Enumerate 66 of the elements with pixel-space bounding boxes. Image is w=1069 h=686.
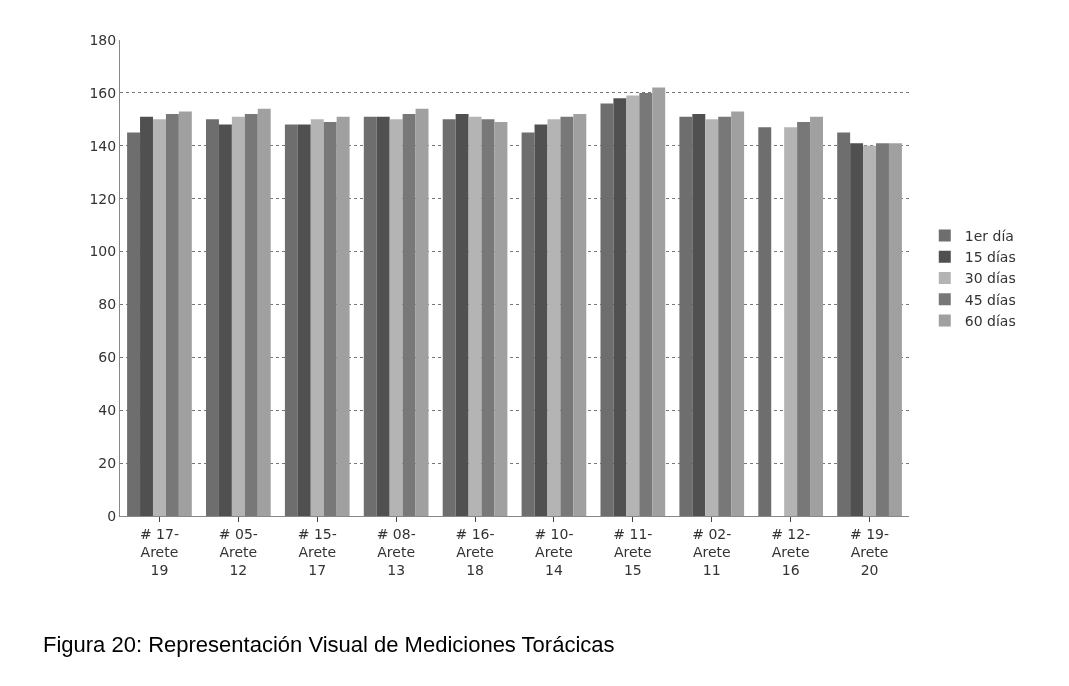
x-tick-label: # 15- Arete 17 bbox=[297, 525, 337, 579]
bar bbox=[784, 127, 798, 516]
legend-label: 15 días bbox=[964, 249, 1016, 266]
y-tick-label: 180 bbox=[89, 31, 117, 48]
bar bbox=[626, 95, 640, 516]
bar bbox=[336, 116, 350, 516]
bar bbox=[257, 108, 271, 516]
x-tick-label: # 16- Arete 18 bbox=[455, 525, 495, 579]
x-tick-label: # 11- Arete 15 bbox=[613, 525, 653, 579]
bar bbox=[231, 116, 245, 516]
y-tick-label: 40 bbox=[98, 402, 117, 419]
y-tick-label: 140 bbox=[89, 137, 117, 154]
x-tick-label: # 17- Arete 19 bbox=[139, 525, 179, 579]
bar bbox=[850, 143, 864, 516]
bar bbox=[876, 143, 889, 516]
x-tick-label: # 19- Arete 20 bbox=[850, 525, 890, 579]
bar bbox=[415, 108, 429, 516]
text: Figura 20: Representación Visual de Mediciones Torácicas bbox=[43, 632, 615, 657]
y-tick-label: 160 bbox=[89, 84, 117, 101]
bar bbox=[573, 114, 587, 516]
bar bbox=[165, 114, 179, 516]
bar bbox=[718, 116, 732, 516]
bar bbox=[218, 124, 232, 516]
bar bbox=[140, 116, 153, 516]
bar bbox=[389, 119, 403, 516]
bar bbox=[468, 116, 482, 516]
x-tick-label: # 12- Arete 16 bbox=[771, 525, 811, 579]
bar bbox=[810, 116, 823, 516]
legend-label: 30 días bbox=[964, 270, 1016, 287]
x-tick-label: # 08- Arete 13 bbox=[376, 525, 416, 579]
bar bbox=[481, 119, 495, 516]
bar bbox=[494, 121, 508, 516]
bar bbox=[692, 114, 706, 516]
bar bbox=[797, 121, 811, 516]
bar bbox=[613, 98, 627, 516]
bar bbox=[705, 119, 719, 516]
legend-label: 45 días bbox=[964, 291, 1016, 308]
bar bbox=[402, 114, 416, 516]
y-tick-label: 0 bbox=[107, 507, 117, 524]
x-tick-label: # 10- Arete 14 bbox=[534, 525, 574, 579]
y-tick-label: 60 bbox=[98, 349, 117, 366]
bar bbox=[534, 124, 548, 516]
y-tick-label: 20 bbox=[98, 455, 117, 472]
bar bbox=[297, 124, 311, 516]
legend-label: 1er día bbox=[964, 228, 1014, 245]
bar bbox=[560, 116, 574, 516]
bar bbox=[152, 119, 166, 516]
y-tick-label: 120 bbox=[89, 190, 117, 207]
bar bbox=[323, 121, 337, 516]
bar bbox=[310, 119, 324, 516]
x-tick-label: # 02- Arete 11 bbox=[692, 525, 732, 579]
legend-label: 60 días bbox=[964, 312, 1016, 329]
bar bbox=[178, 111, 192, 516]
bar bbox=[442, 119, 456, 516]
x-tick-label: # 05- Arete 12 bbox=[218, 525, 258, 579]
bar bbox=[244, 114, 258, 516]
bar bbox=[652, 87, 666, 516]
bar bbox=[731, 111, 745, 516]
bar bbox=[547, 119, 561, 516]
bar bbox=[521, 132, 535, 516]
bar bbox=[863, 145, 877, 516]
bar bbox=[888, 143, 902, 516]
bar bbox=[455, 114, 469, 516]
bar bbox=[376, 116, 390, 516]
y-tick-label: 100 bbox=[89, 243, 117, 260]
y-tick-label: 80 bbox=[98, 296, 117, 313]
